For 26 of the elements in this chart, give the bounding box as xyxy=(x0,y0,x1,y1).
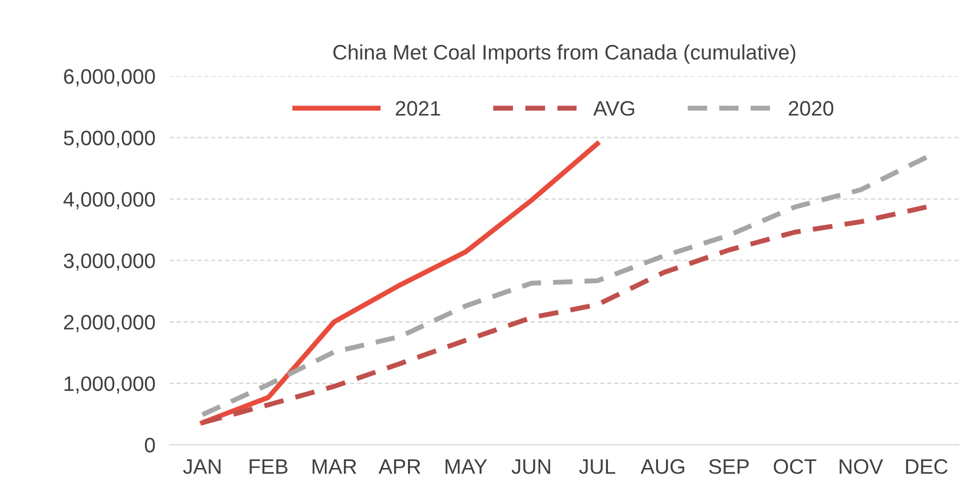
y-tick-label: 3,000,000 xyxy=(64,253,155,271)
y-tick-label: 0 xyxy=(144,438,155,452)
x-tick-label: DEC xyxy=(906,459,948,474)
x-tick-label: AUG xyxy=(640,459,684,474)
y-tick-label: 6,000,000 xyxy=(64,69,155,86)
x-tick-label: MAY xyxy=(446,459,488,474)
x-tick-label: APR xyxy=(378,459,420,474)
x-tick-label: SEP xyxy=(709,459,749,474)
legend-label: AVG xyxy=(593,100,634,116)
x-tick-label: JAN xyxy=(183,459,220,474)
x-tick-label: JUN xyxy=(512,459,550,474)
y-tick-label: 5,000,000 xyxy=(64,130,155,148)
y-tick-label: 4,000,000 xyxy=(63,192,155,210)
x-tick-label: FEB xyxy=(250,459,288,474)
x-tick-label: NOV xyxy=(840,459,884,474)
line-series xyxy=(200,204,929,426)
line-series xyxy=(200,154,929,418)
y-tick-label: 2,000,000 xyxy=(64,314,155,332)
legend-label: 2020 xyxy=(788,100,834,116)
y-tick-label: 1,000,000 xyxy=(64,376,155,394)
x-tick-label: OCT xyxy=(774,459,816,474)
chart-title: China Met Coal Imports from Canada (cumulative) xyxy=(333,44,796,64)
legend-label: 2021 xyxy=(396,100,440,116)
x-tick-label: JUL xyxy=(579,459,616,474)
x-tick-label: MAR xyxy=(312,459,356,474)
line-series xyxy=(200,141,600,426)
